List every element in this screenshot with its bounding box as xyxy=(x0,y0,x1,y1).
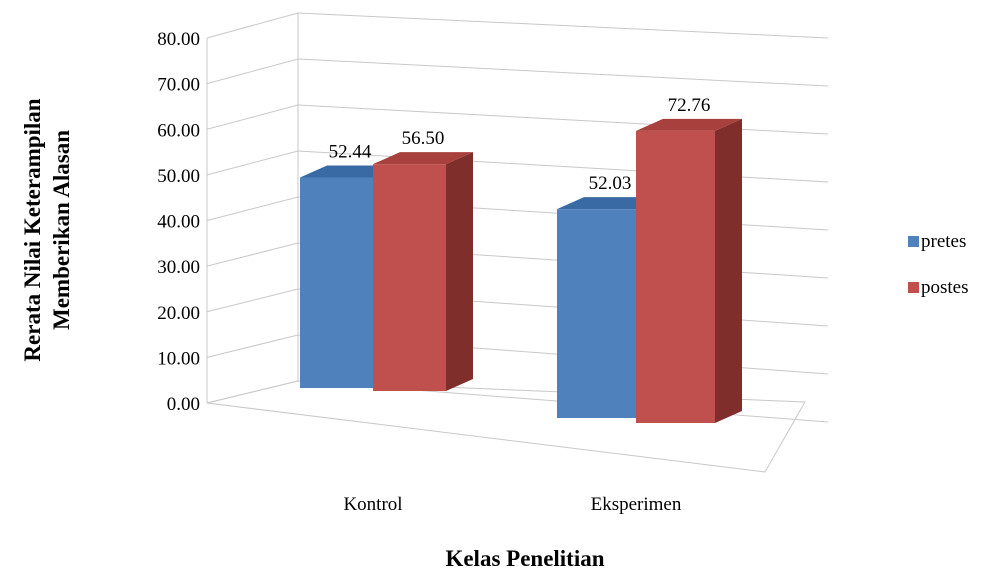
data-label-pretes-kontrol: 52.44 xyxy=(329,141,372,162)
legend-swatch-pretes xyxy=(908,236,919,247)
legend-label-pretes: pretes xyxy=(921,231,966,252)
y-axis-title-line2: Memberikan Alasan xyxy=(49,130,74,330)
y-tick-label: 0.00 xyxy=(167,394,200,415)
data-label-postes-kontrol: 56.50 xyxy=(402,128,445,149)
bar-side-postes-kontrol xyxy=(446,152,473,391)
gridline-side xyxy=(206,12,299,39)
gridline-back xyxy=(297,12,829,39)
bar-top-postes-eksperimen xyxy=(636,118,742,131)
y-tick-label: 20.00 xyxy=(157,303,200,324)
gridline-back xyxy=(297,104,829,135)
category-label-eksperimen: Eksperimen xyxy=(591,494,682,515)
gridline-side xyxy=(206,380,299,404)
y-tick-label: 70.00 xyxy=(157,75,200,96)
data-label-pretes-eksperimen: 52.03 xyxy=(589,173,632,194)
legend-swatch-postes xyxy=(908,282,919,293)
bar-pretes-eksperimen xyxy=(557,209,636,418)
category-label-kontrol: Kontrol xyxy=(343,494,402,515)
bar-postes-eksperimen xyxy=(636,130,715,424)
y-axis-title: Rerata Nilai Keterampilan Memberikan Ala… xyxy=(20,98,74,361)
y-tick-label: 50.00 xyxy=(157,166,200,187)
y-tick-label: 10.00 xyxy=(157,348,200,369)
bar-postes-kontrol xyxy=(373,164,446,391)
legend: pretes postes xyxy=(908,231,969,298)
y-axis-ticks: 0.00 10.00 20.00 30.00 40.00 50.00 60.00 70.00 8… xyxy=(157,29,200,415)
gridline-side xyxy=(206,150,299,176)
gridline-side xyxy=(206,104,299,130)
bars xyxy=(300,118,742,424)
bar-top-postes-kontrol xyxy=(373,152,473,165)
gridline-side xyxy=(206,196,299,221)
y-tick-label: 30.00 xyxy=(157,257,200,278)
bar-side-postes-eksperimen xyxy=(715,118,742,424)
category-labels: Kontrol Eksperimen xyxy=(343,494,681,515)
legend-label-postes: postes xyxy=(921,277,969,298)
gridline-side xyxy=(206,288,299,313)
gridline-side xyxy=(206,334,299,358)
y-tick-label: 80.00 xyxy=(157,29,200,50)
y-axis-title-line1: Rerata Nilai Keterampilan xyxy=(20,98,45,361)
y-tick-label: 60.00 xyxy=(157,120,200,141)
data-label-postes-eksperimen: 72.76 xyxy=(668,95,711,116)
x-axis-title: Kelas Penelitian xyxy=(445,546,604,571)
bar-pretes-kontrol xyxy=(300,177,373,388)
gridline-side xyxy=(206,242,299,267)
y-tick-label: 40.00 xyxy=(157,212,200,233)
data-labels: 52.44 56.50 52.03 72.76 xyxy=(329,95,711,194)
gridline-back xyxy=(297,58,829,87)
gridline-side xyxy=(206,58,299,85)
